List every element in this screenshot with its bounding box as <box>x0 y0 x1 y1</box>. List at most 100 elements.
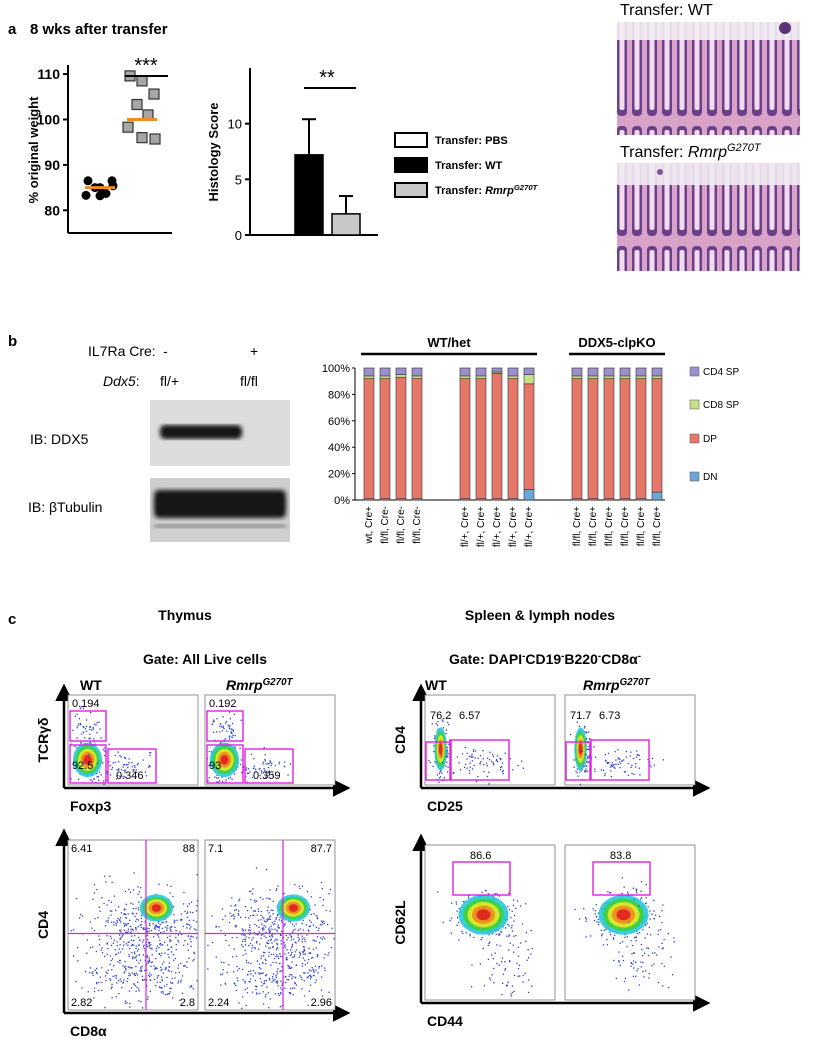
event-dot <box>123 769 125 772</box>
event-dot <box>633 773 635 775</box>
event-dot <box>596 916 598 918</box>
event-dot <box>130 945 133 947</box>
event-dot <box>525 940 527 943</box>
event-dot <box>245 929 247 931</box>
event-dot <box>509 758 511 760</box>
event-dot <box>310 952 312 954</box>
event-dot <box>266 919 269 922</box>
event-dot <box>87 991 89 993</box>
event-dot <box>516 962 518 965</box>
event-dot <box>637 968 639 970</box>
event-dot <box>455 901 457 903</box>
event-dot <box>431 723 433 725</box>
event-dot <box>189 986 191 988</box>
event-dot <box>251 950 253 952</box>
event-dot <box>276 942 278 945</box>
event-dot <box>317 954 319 956</box>
event-dot <box>244 944 247 946</box>
event-dot <box>290 935 293 937</box>
event-dot <box>96 982 98 985</box>
text-part: Rmrp <box>485 185 514 197</box>
y-tick-label: 20% <box>328 469 350 481</box>
event-dot <box>111 910 113 912</box>
event-dot <box>183 891 185 894</box>
event-dot <box>138 1000 140 1002</box>
event-dot <box>170 946 172 948</box>
event-dot <box>90 779 92 781</box>
event-dot <box>268 762 270 765</box>
legend-swatch <box>689 399 700 410</box>
event-dot <box>438 777 441 779</box>
event-dot <box>89 972 91 974</box>
event-dot <box>621 955 624 957</box>
event-dot <box>233 909 236 912</box>
event-dot <box>251 991 254 993</box>
event-dot <box>195 921 198 923</box>
event-dot <box>169 987 171 990</box>
event-dot <box>606 938 608 941</box>
bar-segment <box>619 375 631 379</box>
event-dot <box>190 936 192 938</box>
event-dot <box>124 932 127 934</box>
event-dot <box>164 985 166 987</box>
event-dot <box>155 924 157 926</box>
event-dot <box>271 942 273 944</box>
event-dot <box>657 982 659 984</box>
event-dot <box>242 934 245 936</box>
event-dot <box>80 706 83 708</box>
event-dot <box>265 936 267 939</box>
event-dot <box>269 930 271 932</box>
event-dot <box>438 781 440 784</box>
event-dot <box>270 964 272 966</box>
event-dot <box>304 953 307 955</box>
allele: G270T <box>727 142 762 154</box>
event-dot <box>247 772 250 774</box>
text-part: B220 <box>564 651 598 667</box>
event-dot <box>321 920 323 922</box>
event-dot <box>615 759 617 761</box>
event-dot <box>127 966 130 968</box>
event-dot <box>316 916 318 918</box>
event-dot <box>268 770 270 772</box>
event-dot <box>318 965 320 968</box>
event-dot <box>215 925 217 928</box>
event-dot <box>131 935 133 937</box>
event-dot <box>133 872 135 874</box>
event-dot <box>489 751 491 753</box>
event-dot <box>93 892 96 894</box>
event-dot <box>250 907 252 909</box>
bar-segment <box>379 375 391 379</box>
event-dot <box>627 893 629 895</box>
event-dot <box>107 917 110 919</box>
event-dot <box>171 971 173 973</box>
event-dot <box>602 944 605 946</box>
event-dot <box>147 996 149 998</box>
event-dot <box>630 751 632 753</box>
event-dot <box>124 764 126 766</box>
event-dot <box>190 945 192 947</box>
event-dot <box>173 959 175 961</box>
event-dot <box>157 934 159 936</box>
event-dot <box>220 984 222 986</box>
event-dot <box>321 938 324 940</box>
bar-segment <box>587 378 599 499</box>
event-dot <box>302 945 305 948</box>
event-dot <box>496 759 498 761</box>
x-tick-label: fl/+, Cre+ <box>492 506 503 547</box>
event-dot <box>214 776 216 778</box>
x-tick-label: fl/fl, Cre+ <box>604 506 615 546</box>
event-dot <box>255 900 258 902</box>
event-dot <box>294 941 296 943</box>
event-dot <box>496 944 498 946</box>
event-dot <box>118 929 121 932</box>
event-dot <box>267 771 270 774</box>
event-dot <box>193 928 196 930</box>
event-dot <box>116 919 118 922</box>
event-dot <box>286 956 288 958</box>
event-dot <box>220 741 222 744</box>
event-dot <box>144 928 146 931</box>
event-dot <box>223 961 225 964</box>
event-dot <box>108 743 110 745</box>
event-dot <box>230 915 233 917</box>
event-dot <box>136 981 139 984</box>
